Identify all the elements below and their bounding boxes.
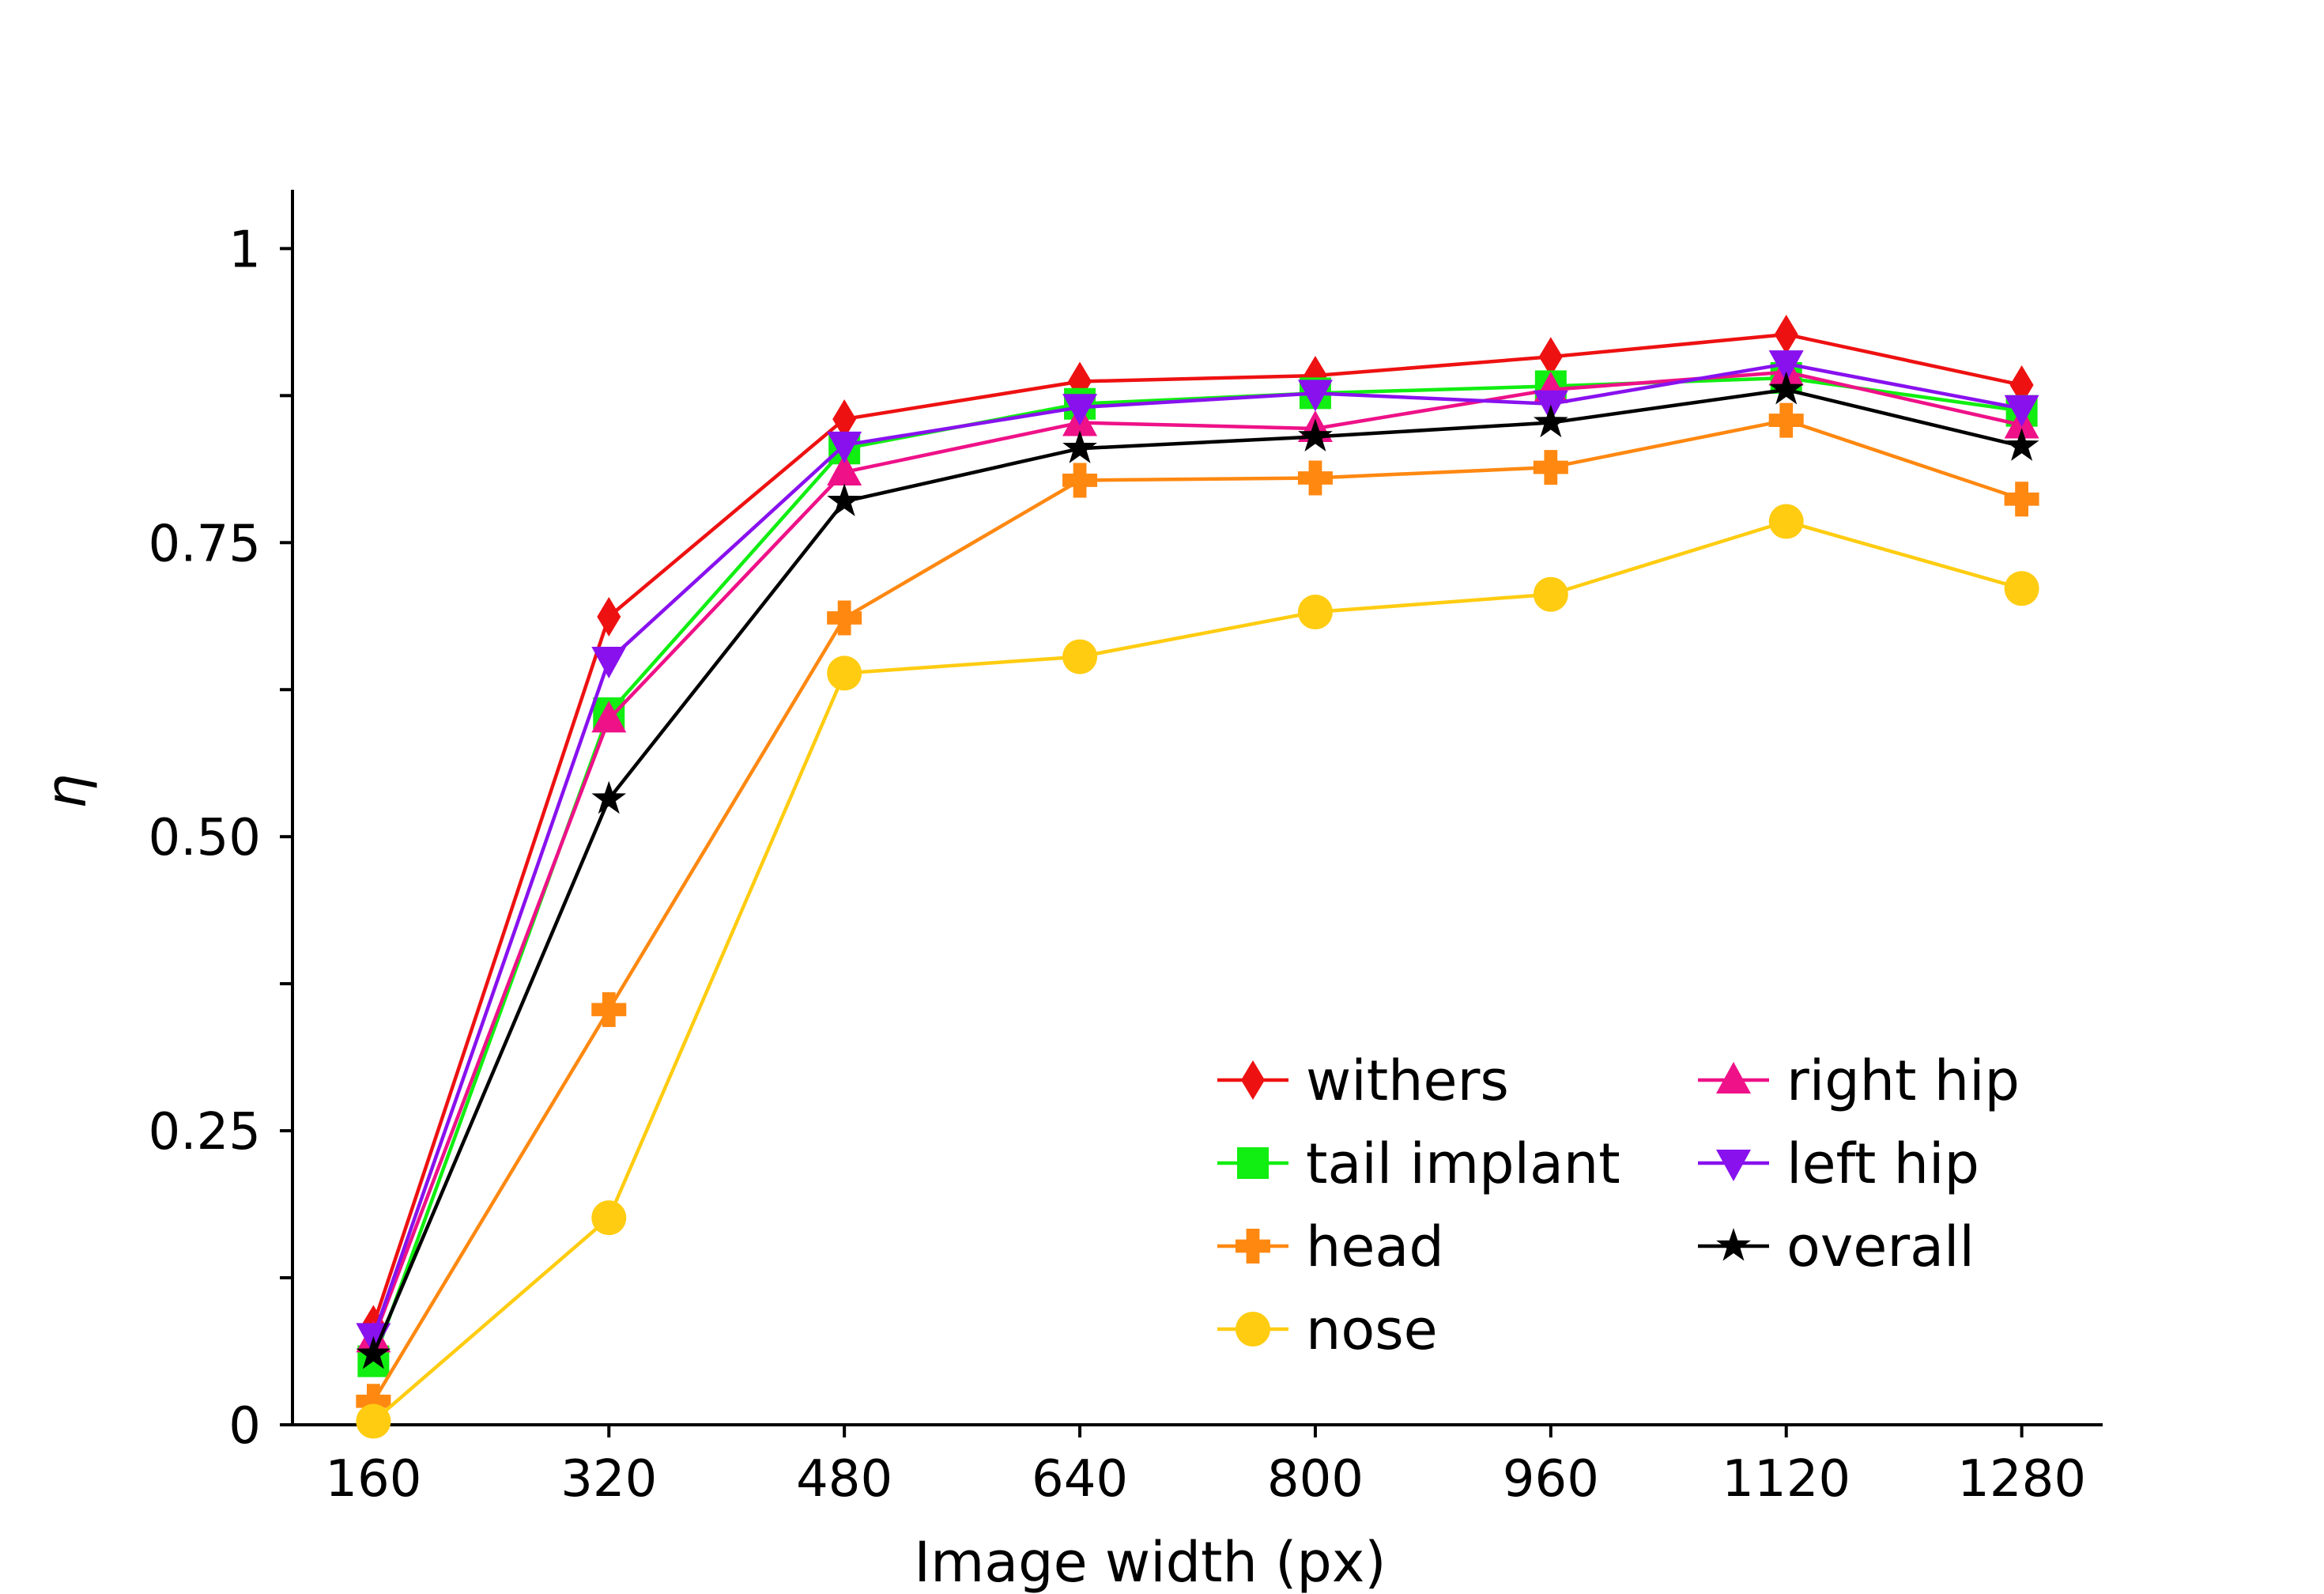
series-line-overall	[372, 387, 2023, 1355]
series-right-hip	[356, 353, 2039, 1353]
x-tick-label: 160	[325, 1450, 421, 1509]
data-point-withers	[1774, 314, 1798, 354]
x-tick-label: 320	[560, 1450, 657, 1509]
legend-label: tail implant	[1306, 1131, 1620, 1196]
data-point-head	[356, 1384, 391, 1419]
data-point-head	[1768, 402, 1804, 438]
data-point-nose	[1297, 595, 1333, 630]
legend-item-withers: withers	[1217, 1048, 1509, 1113]
legend-item-nose: nose	[1217, 1297, 1438, 1362]
legend-label: head	[1306, 1214, 1444, 1279]
series-overall	[356, 371, 2039, 1369]
data-point-withers	[2009, 365, 2034, 405]
x-tick-label: 960	[1503, 1450, 1599, 1509]
data-point-left-hip	[1062, 394, 1098, 426]
legend-item-tail-implant: tail implant	[1217, 1131, 1620, 1196]
data-point-nose	[356, 1403, 391, 1439]
data-point-overall	[1062, 430, 1097, 463]
data-point-head	[1297, 460, 1333, 496]
data-point-nose	[1062, 639, 1098, 674]
x-tick-label: 800	[1267, 1450, 1364, 1509]
data-point-right-hip	[591, 701, 627, 733]
y-tick-label: 1	[228, 221, 261, 279]
data-point-withers	[832, 399, 857, 440]
data-point-overall	[1298, 418, 1333, 452]
legend-marker-left-hip	[1716, 1150, 1751, 1181]
legend-label: overall	[1786, 1214, 1975, 1279]
x-tick-label: 480	[796, 1450, 892, 1509]
legend-label: nose	[1306, 1297, 1438, 1362]
x-tick-label: 1120	[1722, 1450, 1851, 1509]
data-point-overall	[2004, 428, 2039, 461]
data-point-left-hip	[2004, 395, 2039, 427]
series-withers	[361, 314, 2034, 1345]
legend-marker-tail-implant	[1237, 1147, 1269, 1179]
legend-item-head: head	[1217, 1214, 1444, 1279]
legend-label: withers	[1306, 1048, 1509, 1113]
data-point-head	[827, 600, 862, 636]
legend-item-overall: overall	[1698, 1214, 1975, 1279]
legend-label: right hip	[1786, 1048, 2020, 1113]
data-point-overall	[827, 483, 862, 516]
series-line-head	[372, 418, 2023, 1403]
x-tick-label: 1280	[1957, 1450, 2086, 1509]
x-axis-title: Image width (px)	[914, 1530, 1386, 1594]
legend-marker-right-hip	[1716, 1062, 1751, 1094]
data-point-left-hip	[1768, 350, 1804, 383]
y-axis-title: η	[34, 774, 99, 809]
series-layer	[356, 314, 2039, 1439]
data-point-overall	[1768, 371, 1804, 405]
legend-marker-head	[1236, 1229, 1270, 1263]
legend: withers tail implant head nose right hip left…	[1217, 1048, 2020, 1362]
series-nose	[356, 504, 2039, 1439]
data-point-nose	[1768, 504, 1804, 539]
data-point-head	[1062, 463, 1098, 498]
data-point-overall	[1533, 404, 1568, 438]
legend-item-right-hip: right hip	[1698, 1048, 2020, 1113]
data-point-nose	[2004, 571, 2039, 606]
legend-marker-overall	[1716, 1228, 1751, 1261]
data-point-left-hip	[591, 647, 627, 679]
data-point-head	[2004, 482, 2039, 517]
x-tick-label: 640	[1032, 1450, 1128, 1509]
legend-marker-nose	[1236, 1312, 1270, 1347]
series-line-right-hip	[372, 370, 2023, 1340]
data-point-withers	[597, 597, 621, 637]
data-point-nose	[591, 1200, 627, 1236]
y-tick-label: 0.50	[149, 809, 262, 867]
series-line-withers	[372, 332, 2023, 1326]
data-point-head	[591, 992, 627, 1027]
data-point-head	[1533, 450, 1568, 485]
y-tick-label: 0.25	[149, 1103, 262, 1162]
data-point-withers	[1538, 337, 1563, 377]
data-point-nose	[827, 655, 862, 691]
data-point-nose	[1533, 576, 1568, 612]
series-head	[356, 402, 2039, 1419]
series-line-left-hip	[372, 361, 2023, 1338]
y-tick-label: 0.75	[149, 515, 262, 573]
data-point-overall	[356, 1335, 391, 1369]
y-tick-label: 0	[228, 1397, 261, 1456]
data-point-left-hip	[827, 431, 862, 463]
data-point-left-hip	[1297, 380, 1333, 412]
legend-marker-withers	[1241, 1060, 1265, 1100]
axes: 160 320 480 640 800 960 1120 1280 0 0.25 0.50 0.75 1…	[34, 190, 2103, 1594]
data-point-overall	[591, 780, 627, 814]
series-line-nose	[372, 519, 2023, 1423]
data-point-right-hip	[827, 454, 862, 486]
legend-label: left hip	[1786, 1131, 1979, 1196]
legend-item-left-hip: left hip	[1698, 1131, 1979, 1196]
